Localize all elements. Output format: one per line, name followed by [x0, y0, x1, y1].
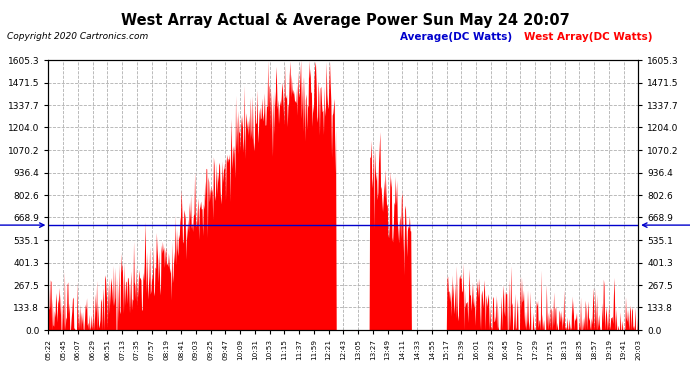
Text: Average(DC Watts): Average(DC Watts)	[400, 32, 512, 42]
Text: Copyright 2020 Cartronics.com: Copyright 2020 Cartronics.com	[7, 32, 148, 41]
Text: West Array Actual & Average Power Sun May 24 20:07: West Array Actual & Average Power Sun Ma…	[121, 13, 569, 28]
Text: 623.660: 623.660	[642, 220, 690, 230]
Text: 623.660: 623.660	[0, 220, 44, 230]
Text: West Array(DC Watts): West Array(DC Watts)	[524, 32, 653, 42]
